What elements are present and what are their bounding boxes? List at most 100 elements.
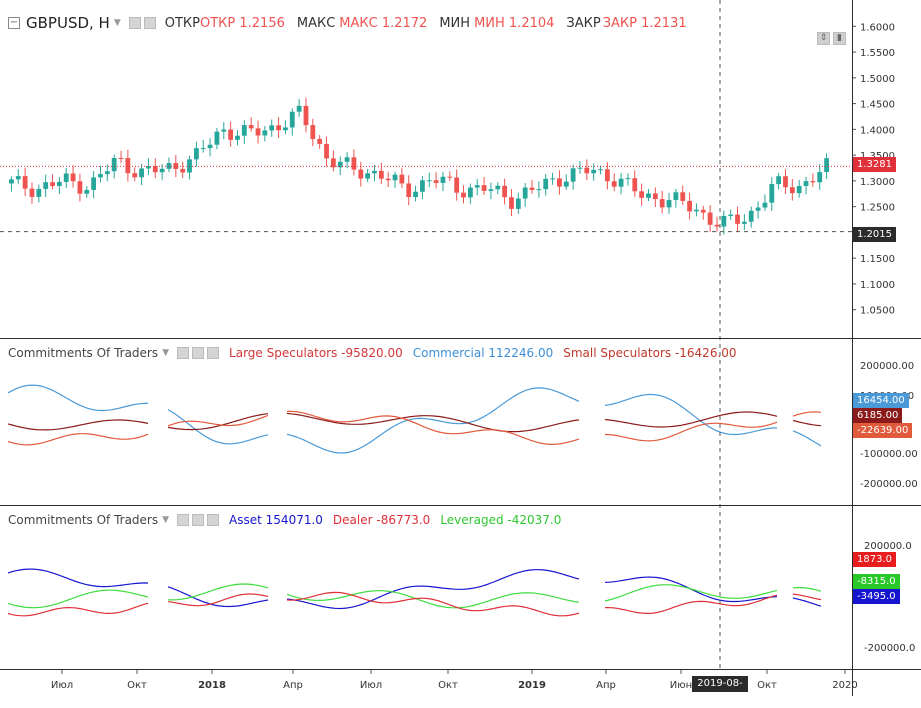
candle-body xyxy=(235,135,240,140)
candle-body xyxy=(262,130,268,136)
price-axis-label: 1.3000 xyxy=(860,177,895,188)
price-axis-label: 1.1000 xyxy=(860,280,895,291)
candle-body xyxy=(385,178,391,181)
candle-body xyxy=(748,210,754,222)
candle-body xyxy=(118,157,124,159)
eye-icon[interactable] xyxy=(128,17,141,29)
collapse-icon[interactable]: − xyxy=(8,17,20,29)
pane-separator[interactable] xyxy=(0,338,921,339)
symbol-name[interactable]: GBPUSD, Н xyxy=(26,14,110,32)
commercial-value: Commercial 112246.00 xyxy=(412,346,554,360)
cot2-line-dealer xyxy=(7,602,149,617)
low-value: МИН 1.2104 xyxy=(474,15,555,31)
chevron-down-icon[interactable]: ▼ xyxy=(162,515,170,525)
pane-up-icon[interactable]: ⇕ xyxy=(817,32,830,45)
candle-body xyxy=(659,199,665,208)
candle-body xyxy=(337,161,343,168)
candle-body xyxy=(9,179,14,184)
cot2-line-leveraged xyxy=(168,583,269,601)
candle-body xyxy=(481,185,487,191)
candle-body xyxy=(652,193,658,200)
candle-body xyxy=(344,157,350,162)
large-spec-tag: 6185.00 xyxy=(853,408,903,423)
eye-icon[interactable] xyxy=(177,514,190,526)
candle-body xyxy=(269,125,275,131)
cot1-line-large-speculators xyxy=(604,411,778,428)
cot1-line-large-speculators xyxy=(792,419,822,427)
candle-body xyxy=(536,189,542,191)
cot2-line-dealer xyxy=(167,593,269,607)
candle-body xyxy=(29,188,35,197)
price-axis-label: 1.1500 xyxy=(860,254,895,265)
candle-body xyxy=(515,198,521,209)
candle-body xyxy=(776,176,782,185)
time-axis-label: Окт xyxy=(438,680,458,691)
candle-body xyxy=(406,183,412,198)
close-icon[interactable] xyxy=(207,514,220,526)
crosshair-date-tag: 2019-08-12 xyxy=(692,676,748,705)
candle-body xyxy=(283,127,288,131)
gear-icon[interactable] xyxy=(143,17,156,29)
candle-body xyxy=(420,180,425,192)
gear-icon[interactable] xyxy=(192,514,205,526)
candle-body xyxy=(632,178,638,192)
candle-body xyxy=(625,178,631,180)
cot1-title[interactable]: Commitments Of Traders xyxy=(8,346,159,360)
candle-body xyxy=(769,184,775,203)
candle-body xyxy=(467,187,473,198)
last-price-tag: 1.3281 xyxy=(853,157,896,172)
candle-body xyxy=(700,209,706,213)
eye-icon[interactable] xyxy=(177,347,190,359)
pane-separator[interactable] xyxy=(0,505,921,506)
candle-body xyxy=(735,214,740,224)
chevron-down-icon[interactable]: ▼ xyxy=(113,18,121,28)
cot2-line-leveraged xyxy=(792,587,822,592)
candle-body xyxy=(646,193,651,198)
candle-body xyxy=(461,192,466,198)
cot1-line-large-speculators xyxy=(286,412,580,433)
candle-body xyxy=(15,176,21,180)
chevron-down-icon[interactable]: ▼ xyxy=(162,348,170,358)
price-axis-label: 1.3500 xyxy=(860,151,895,162)
cot2-line-leveraged xyxy=(7,589,149,609)
candle-body xyxy=(351,157,357,170)
cot1-line-small-speculators xyxy=(167,414,269,427)
candle-body xyxy=(639,191,645,198)
small-spec-value: Small Speculators -16426.00 xyxy=(563,346,737,360)
time-axis-label: Июн xyxy=(670,680,692,691)
close-value: ЗАКР 1.2131 xyxy=(602,15,687,31)
candle-body xyxy=(824,158,829,173)
candle-body xyxy=(221,129,227,132)
cot1-line-commercial xyxy=(604,393,778,436)
cot2-line-leveraged xyxy=(286,590,580,609)
candle-body xyxy=(755,207,761,211)
candle-body xyxy=(248,125,254,129)
candle-body xyxy=(43,182,49,189)
candle-body xyxy=(783,176,788,188)
cot2-line-asset xyxy=(7,568,149,588)
candle-body xyxy=(673,192,679,200)
cot2-title[interactable]: Commitments Of Traders xyxy=(8,513,159,527)
candle-body xyxy=(810,181,816,183)
high-label: МАКС xyxy=(296,15,336,31)
cot1-axis-label: -100000.00 xyxy=(860,449,918,460)
pane-maximize-icon[interactable]: ▮ xyxy=(833,32,846,45)
price-axis-label: 1.4000 xyxy=(860,125,895,136)
crosshair-price-tag: 1.2015 xyxy=(853,227,896,242)
candle-body xyxy=(303,105,309,126)
cot2-line-asset xyxy=(167,586,269,608)
time-axis-label: 2018 xyxy=(198,680,226,691)
close-icon[interactable] xyxy=(207,347,220,359)
candle-body xyxy=(502,185,508,198)
cot2-legend: Commitments Of Traders ▼ Asset 154071.0 … xyxy=(8,513,561,527)
cot1-line-small-speculators xyxy=(792,411,822,417)
candle-body xyxy=(365,173,371,179)
time-axis-label: Июл xyxy=(360,680,382,691)
open-value: ОТКР 1.2156 xyxy=(200,15,285,31)
cot1-line-small-speculators xyxy=(7,433,149,446)
candle-body xyxy=(98,174,103,178)
gear-icon[interactable] xyxy=(192,347,205,359)
candle-body xyxy=(495,185,501,190)
candle-body xyxy=(207,144,213,149)
